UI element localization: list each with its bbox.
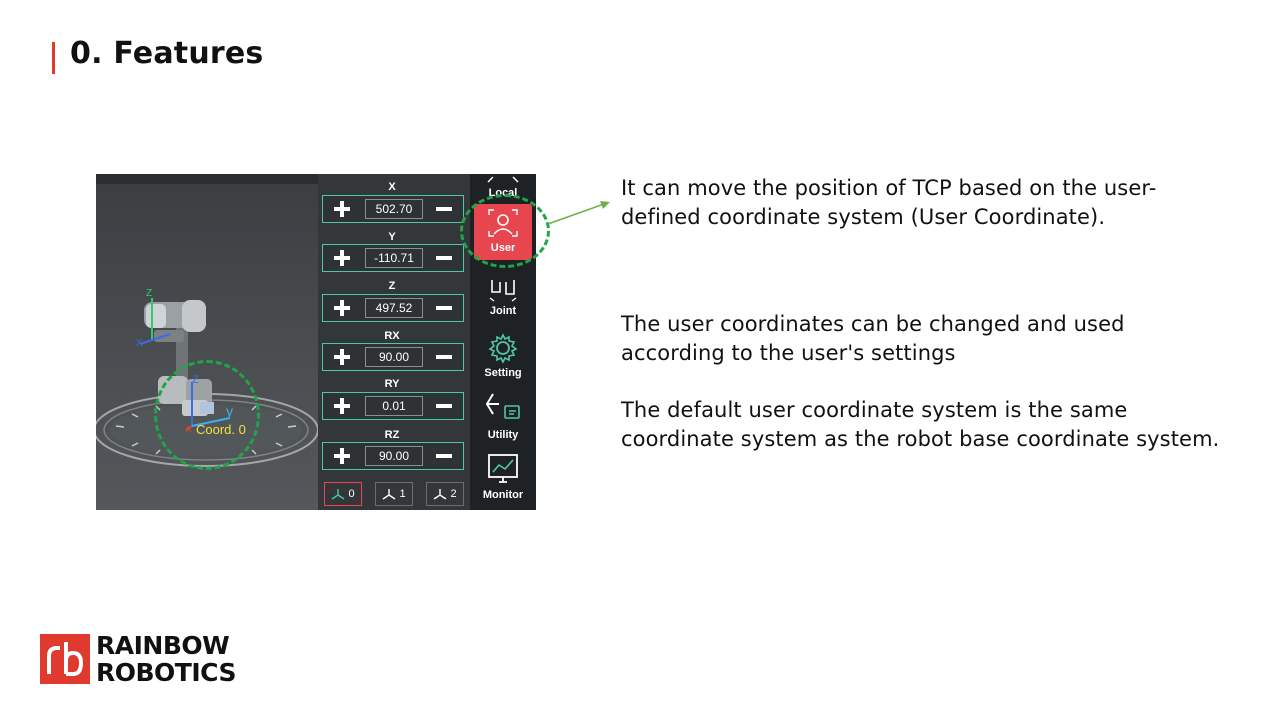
base-axis-z-label: Z	[146, 288, 152, 299]
jog-row-z: 497.52	[322, 294, 464, 322]
jog-row-rz: 90.00	[322, 442, 464, 470]
row-label-rx: RX	[384, 330, 400, 342]
plus-icon	[334, 201, 350, 217]
frame-axes-icon	[332, 489, 345, 500]
minus-icon	[436, 454, 452, 458]
jog-panel: X 502.70 Y -110.71 Z 497.52 RX 90.00 RY …	[318, 174, 470, 510]
minus-icon	[436, 256, 452, 260]
scene-top-band	[96, 174, 318, 184]
jog-row-ry: 0.01	[322, 392, 464, 420]
ry-plus-button[interactable]	[326, 396, 358, 416]
coord-highlight-ring	[154, 360, 260, 470]
plus-icon	[334, 398, 350, 414]
row-label-x: X	[388, 181, 396, 193]
expand-icon	[487, 176, 519, 183]
coord-2-label: 2	[450, 488, 457, 500]
frame-axes-icon	[434, 489, 447, 500]
ry-minus-button[interactable]	[428, 396, 460, 416]
minus-icon	[436, 404, 452, 408]
base-axis-x-label: X	[136, 338, 143, 349]
jog-row-rx: 90.00	[322, 343, 464, 371]
jog-row-y: -110.71	[322, 244, 464, 272]
x-minus-button[interactable]	[428, 199, 460, 219]
paragraph-3: The default user coordinate system is th…	[621, 396, 1219, 454]
z-plus-button[interactable]	[326, 298, 358, 318]
paragraph-1-text: It can move the position of TCP based on…	[621, 176, 1157, 229]
x-plus-button[interactable]	[326, 199, 358, 219]
frame-axes-icon	[383, 489, 396, 500]
y-value-field[interactable]: -110.71	[365, 248, 423, 268]
title-accent-bar	[52, 42, 55, 74]
user-highlight-ring	[460, 194, 550, 268]
paragraph-3-text: The default user coordinate system is th…	[621, 398, 1220, 451]
ry-value-field[interactable]: 0.01	[365, 396, 423, 416]
row-label-z: Z	[388, 280, 396, 292]
logo-line-2: ROBOTICS	[96, 658, 236, 687]
rainbow-robotics-logo-mark	[40, 634, 90, 684]
slide-title: 0. Features	[70, 36, 264, 71]
sidebar-item-monitor[interactable]: Monitor	[474, 452, 532, 501]
sidebar-item-joint[interactable]: Joint	[474, 276, 532, 317]
monitor-icon	[488, 454, 518, 483]
coord-0-label: 0	[348, 488, 355, 500]
sidebar-item-label: Joint	[489, 305, 517, 317]
coord-1-button[interactable]: 1	[375, 482, 413, 506]
rb-logo-icon	[47, 642, 84, 676]
sidebar-item-label: Setting	[484, 367, 522, 379]
paragraph-1: It can move the position of TCP based on…	[621, 174, 1156, 232]
rx-value-field[interactable]: 90.00	[365, 347, 423, 367]
plus-icon	[334, 349, 350, 365]
utility-icon	[485, 393, 520, 419]
row-label-y: Y	[388, 231, 396, 243]
coord-0-button[interactable]: 0	[324, 482, 362, 506]
minus-icon	[436, 207, 452, 211]
plus-icon	[334, 300, 350, 316]
minus-icon	[436, 355, 452, 359]
jog-row-x: 502.70	[322, 195, 464, 223]
row-label-ry: RY	[384, 378, 400, 390]
plus-icon	[334, 448, 350, 464]
minus-icon	[436, 306, 452, 310]
joint-icon	[489, 280, 517, 302]
z-minus-button[interactable]	[428, 298, 460, 318]
sidebar-item-setting[interactable]: Setting	[474, 332, 532, 379]
rz-value-field[interactable]: 90.00	[365, 446, 423, 466]
company-logo-text: RAINBOW ROBOTICS	[96, 632, 236, 686]
rx-plus-button[interactable]	[326, 347, 358, 367]
sidebar-item-label: Utility	[487, 429, 519, 441]
x-value-field[interactable]: 502.70	[365, 199, 423, 219]
logo-line-1: RAINBOW	[96, 631, 230, 660]
paragraph-2: The user coordinates can be changed and …	[621, 310, 1125, 368]
coord-1-label: 1	[399, 488, 406, 500]
row-label-rz: RZ	[384, 429, 400, 441]
rz-minus-button[interactable]	[428, 446, 460, 466]
coord-2-button[interactable]: 2	[426, 482, 464, 506]
sidebar-item-utility[interactable]: Utility	[474, 390, 532, 441]
rx-minus-button[interactable]	[428, 347, 460, 367]
z-value-field[interactable]: 497.52	[365, 298, 423, 318]
plus-icon	[334, 250, 350, 266]
y-plus-button[interactable]	[326, 248, 358, 268]
rz-plus-button[interactable]	[326, 446, 358, 466]
sidebar-item-label: Monitor	[482, 489, 524, 501]
gear-icon	[488, 333, 518, 364]
y-minus-button[interactable]	[428, 248, 460, 268]
paragraph-2-text: The user coordinates can be changed and …	[621, 312, 1125, 365]
